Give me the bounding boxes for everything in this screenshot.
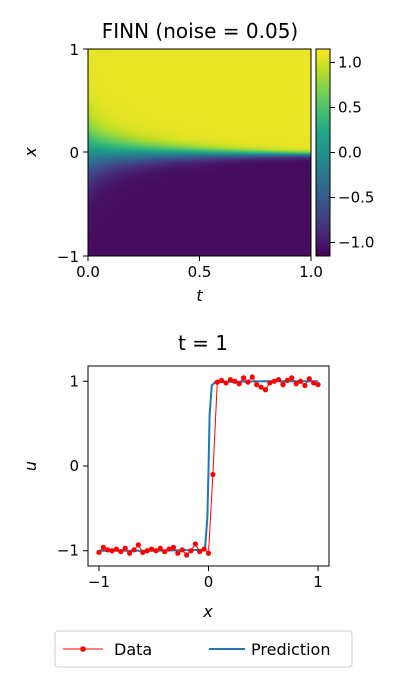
data-point <box>267 380 273 386</box>
data-point <box>192 541 198 547</box>
data-point <box>297 378 304 384</box>
data-point <box>166 546 172 552</box>
data-point <box>188 548 194 554</box>
data-point <box>280 382 286 388</box>
colorbar-tick-label: −1.0 <box>338 234 374 252</box>
heatmap-raster <box>88 49 311 256</box>
data-point <box>227 376 234 383</box>
data-point <box>249 374 255 380</box>
data-point <box>113 546 120 552</box>
heatmap-image <box>87 48 312 257</box>
heatmap-y-axis: 1 0 −1 x <box>21 41 88 266</box>
data-point <box>183 552 190 558</box>
legend-prediction-label: Prediction <box>251 640 330 659</box>
data-point <box>284 377 290 384</box>
data-point <box>140 549 146 556</box>
data-point <box>148 546 155 552</box>
colorbar-tick-label: 1.0 <box>338 54 362 72</box>
data-point <box>289 375 295 381</box>
data-point <box>236 381 242 387</box>
line-panel: t = 1 −1 0 1 −1 0 1 u x <box>21 331 330 621</box>
colorbar-tick-label: −0.5 <box>338 189 374 207</box>
heatmap-xlabel: t <box>196 286 203 305</box>
data-point <box>127 550 133 556</box>
legend-data-marker <box>80 646 86 652</box>
heatmap-panel: FINN (noise = 0.05) 1 0 −1 x 0.0 0.5 1.0 <box>21 19 374 305</box>
heatmap-ytick-label: 1 <box>69 41 79 59</box>
line-ytick-label: −1 <box>57 542 79 560</box>
data-point <box>254 382 260 388</box>
data-point <box>179 547 185 553</box>
data-point <box>276 376 282 383</box>
line-ytick-label: 0 <box>69 457 79 475</box>
line-ylabel: u <box>21 461 40 471</box>
data-point <box>175 550 181 556</box>
legend-data-label: Data <box>114 640 152 659</box>
data-point <box>245 379 251 385</box>
heatmap-title: FINN (noise = 0.05) <box>102 19 298 43</box>
data-point <box>311 380 317 386</box>
data-point <box>170 544 177 550</box>
data-point <box>157 545 163 551</box>
data-point <box>315 382 321 388</box>
data-point <box>153 548 159 554</box>
data-point <box>197 548 203 555</box>
data-point <box>122 545 128 551</box>
line-xtick-label: −1 <box>88 573 110 591</box>
data-point <box>162 548 168 555</box>
data-point <box>100 544 106 550</box>
legend: Data Prediction <box>54 630 353 668</box>
data-point <box>219 377 225 384</box>
line-xtick-label: 0 <box>204 573 214 591</box>
data-point <box>214 379 220 385</box>
prediction-line <box>98 380 319 552</box>
line-ytick-label: 1 <box>69 372 79 390</box>
line-title: t = 1 <box>178 331 228 355</box>
data-point <box>210 471 216 478</box>
data-point <box>271 378 277 384</box>
data-point <box>105 547 111 553</box>
heatmap-xtick-label: 0.0 <box>76 263 100 281</box>
heatmap-ytick-label: 0 <box>69 144 79 162</box>
data-point <box>302 382 308 389</box>
data-point <box>240 375 247 381</box>
heatmap-ylabel: x <box>21 147 40 158</box>
line-xlabel: x <box>202 602 213 621</box>
data-point <box>306 376 312 382</box>
heatmap-x-axis: 0.0 0.5 1.0 t <box>76 256 323 305</box>
colorbar-gradient <box>315 48 331 257</box>
data-point <box>258 384 264 390</box>
legend-frame <box>54 630 353 668</box>
data-point <box>262 387 269 393</box>
heatmap-ytick-label: −1 <box>57 248 79 266</box>
data-point <box>232 378 238 384</box>
data-point <box>135 542 141 548</box>
data-point <box>201 546 207 552</box>
data-point <box>205 550 212 556</box>
colorbar: 1.0 0.5 0.0 −0.5 −1.0 <box>315 48 374 257</box>
data-point <box>293 381 299 387</box>
data-point <box>144 548 150 554</box>
data-point <box>131 547 137 553</box>
prediction-series <box>98 380 319 552</box>
colorbar-tick-label: 0.0 <box>338 144 362 162</box>
data-point <box>109 548 115 554</box>
data-point <box>223 380 229 386</box>
data-point <box>118 548 124 555</box>
data-point <box>96 549 102 556</box>
line-xtick-label: 1 <box>313 573 323 591</box>
heatmap-xtick-label: 1.0 <box>299 263 323 281</box>
data-series <box>96 374 321 558</box>
colorbar-tick-label: 0.5 <box>338 99 362 117</box>
heatmap-xtick-label: 0.5 <box>188 263 212 281</box>
